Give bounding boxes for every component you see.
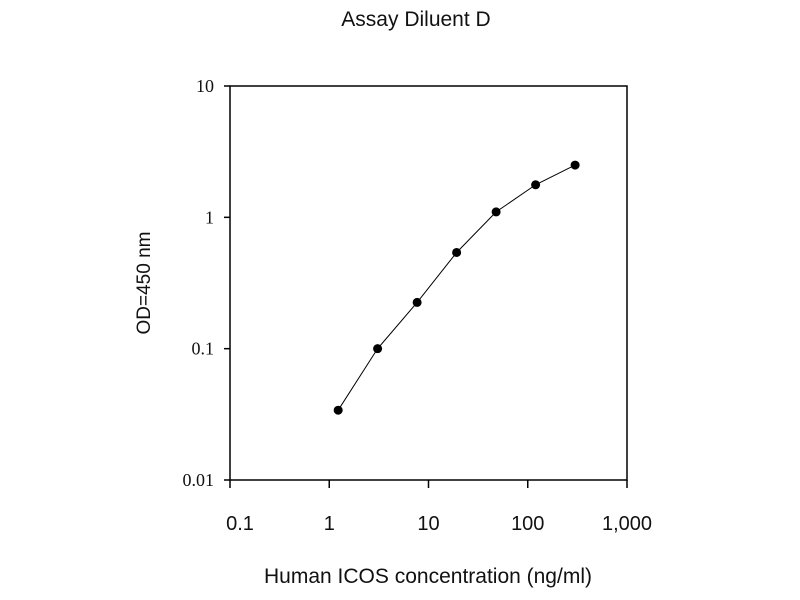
y-tick-label: 1 (205, 207, 214, 227)
series-line (337, 164, 576, 411)
y-axis-label: OD=450 nm (134, 232, 155, 335)
chart-title: Assay Diluent D (341, 8, 490, 31)
data-point (412, 297, 422, 307)
plot-frame (229, 85, 628, 481)
y-tick-label: 0.1 (192, 339, 215, 359)
data-point (333, 405, 343, 415)
x-tick-label: 0.1 (226, 513, 254, 535)
data-point (491, 207, 501, 217)
x-tick-label: 1,000 (602, 513, 652, 535)
y-tick-label: 10 (196, 76, 214, 96)
data-point (452, 247, 462, 257)
x-tick-label: 1 (324, 513, 335, 535)
y-tick-label: 0.01 (183, 470, 215, 490)
x-tick-label: 100 (511, 513, 544, 535)
data-point (373, 344, 383, 354)
x-tick-label: 10 (417, 513, 439, 535)
x-axis-label: Human ICOS concentration (ng/ml) (264, 565, 592, 588)
data-point (570, 160, 580, 170)
data-point (531, 180, 541, 190)
